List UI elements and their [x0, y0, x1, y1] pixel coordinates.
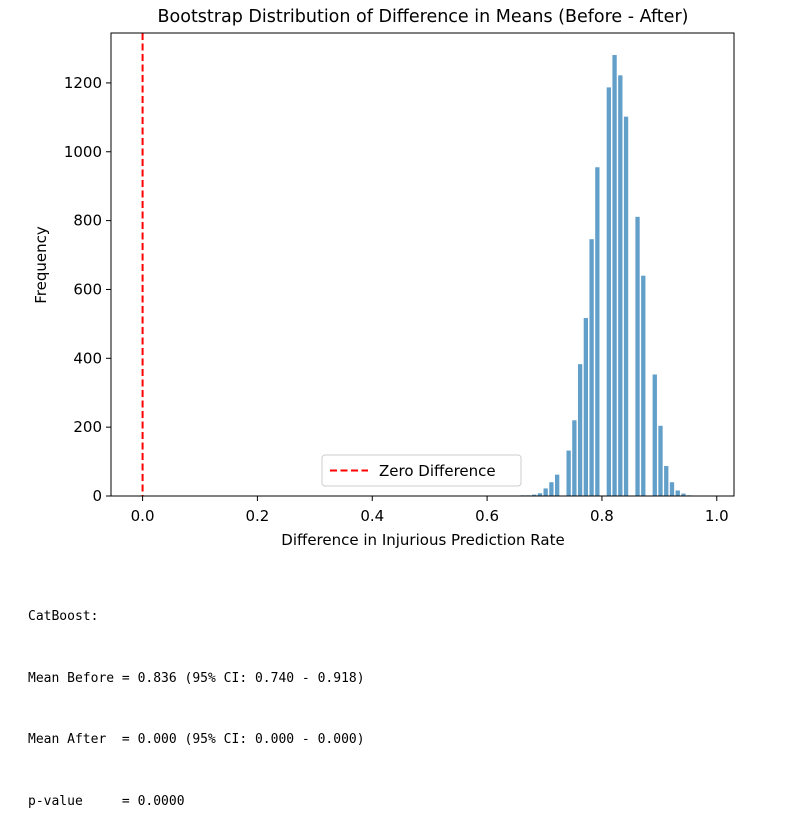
y-tick-label: 400 [73, 349, 102, 367]
histogram-bars [520, 55, 692, 497]
histogram-bar [658, 425, 663, 496]
histogram-chart: Bootstrap Distribution of Difference in … [32, 7, 735, 549]
y-tick-label: 0 [92, 487, 102, 505]
x-axis-label: Difference in Injurious Prediction Rate [281, 531, 564, 549]
x-tick-label: 1.0 [705, 507, 729, 525]
plot-frame [110, 32, 735, 497]
histogram-bar [589, 239, 594, 496]
x-tick-label: 0.4 [360, 507, 384, 525]
y-axis-ticks: 0 200 400 600 800 1000 1200 [64, 74, 111, 505]
histogram-bar [641, 275, 646, 496]
histogram-bar [537, 493, 543, 496]
console-line-mean-after: Mean After = 0.000 (95% CI: 0.000 - 0.00… [28, 732, 365, 747]
console-line-mean-before: Mean Before = 0.836 (95% CI: 0.740 - 0.9… [28, 670, 365, 686]
histogram-bar [555, 474, 560, 496]
histogram-bar [532, 494, 537, 496]
histogram-bar [583, 318, 589, 496]
y-tick-label: 1200 [64, 74, 102, 92]
x-tick-label: 0.6 [475, 507, 499, 525]
y-tick-label: 600 [73, 280, 102, 298]
x-tick-label: 0.2 [245, 507, 269, 525]
histogram-bar [572, 420, 577, 496]
y-tick-label: 800 [73, 212, 102, 230]
histogram-bar [612, 55, 617, 496]
histogram-bar [543, 488, 548, 496]
histogram-bar [664, 466, 669, 496]
histogram-bar [623, 116, 629, 497]
x-tick-label: 0.8 [590, 507, 614, 525]
histogram-bar [635, 216, 640, 496]
legend-label-zero-difference: Zero Difference [379, 462, 496, 480]
histogram-bar [675, 490, 680, 496]
y-axis-label: Frequency [32, 226, 50, 304]
histogram-bar [577, 364, 583, 496]
histogram-bar [618, 75, 623, 496]
x-tick-label: 0.0 [131, 507, 155, 525]
console-output: CatBoost: Mean Before = 0.836 (95% CI: 0… [28, 566, 365, 833]
legend-box [321, 454, 522, 487]
histogram-bar [606, 87, 611, 496]
legend: Zero Difference [321, 454, 522, 487]
console-line-model: CatBoost: [28, 609, 99, 624]
histogram-bar [566, 450, 571, 496]
y-tick-label: 200 [73, 418, 102, 436]
x-axis-ticks: 0.0 0.2 0.4 0.6 0.8 1.0 [131, 496, 729, 525]
y-tick-label: 1000 [64, 143, 102, 161]
histogram-bar [681, 493, 686, 496]
console-line-p-value: p-value = 0.0000 [28, 793, 185, 809]
histogram-bar [669, 482, 675, 496]
chart-title: Bootstrap Distribution of Difference in … [158, 7, 689, 27]
histogram-bar [549, 482, 554, 496]
histogram-bar [595, 167, 600, 496]
histogram-bar [652, 374, 657, 496]
